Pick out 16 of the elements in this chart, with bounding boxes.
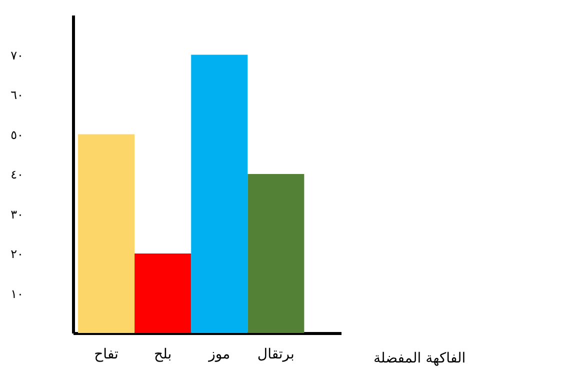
y-tick-label: ١٠	[10, 286, 24, 301]
x-axis-title: الفاكهة المفضلة	[374, 350, 466, 366]
x-tick-label: موز	[208, 346, 230, 362]
bar	[191, 54, 248, 333]
y-tick-label: ٥٠	[10, 128, 24, 142]
y-tick-label: ٦٠	[10, 88, 24, 102]
y-tick-label: ٣٠	[10, 207, 24, 222]
y-tick-label: ٧٠	[10, 48, 24, 62]
x-tick-label: تفاح	[94, 346, 119, 362]
bar	[248, 174, 304, 333]
x-tick-label: بلح	[154, 346, 172, 362]
y-tick-label: ٢٠	[10, 247, 24, 261]
x-tick-label: برتقال	[257, 346, 294, 362]
y-tick-label: ٤٠	[10, 168, 24, 182]
bar	[134, 254, 192, 333]
bar	[78, 134, 135, 333]
